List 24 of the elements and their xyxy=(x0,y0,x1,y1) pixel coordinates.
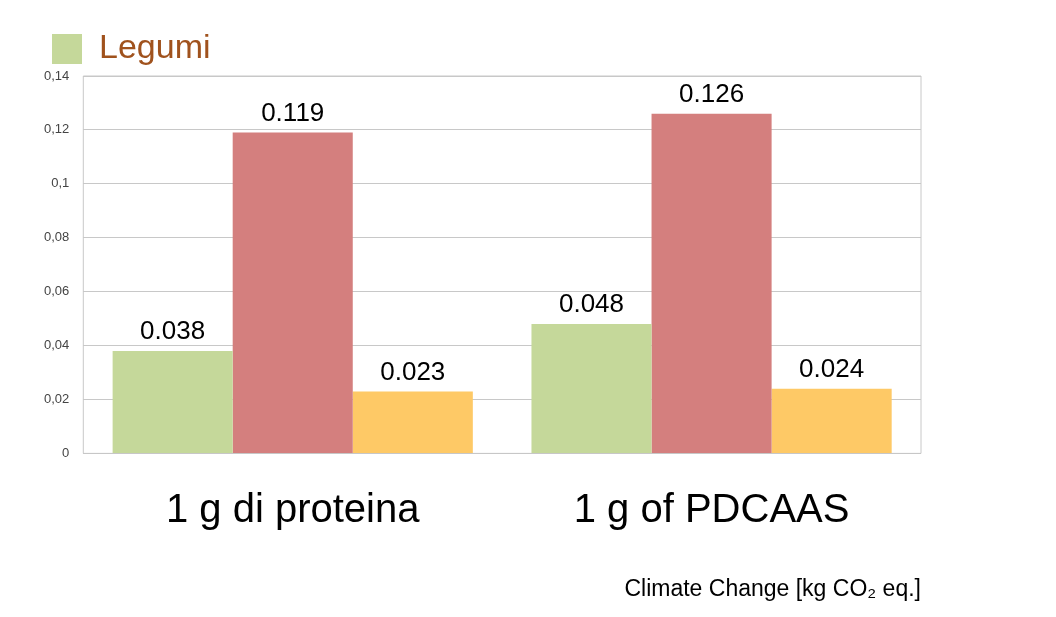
data-label: 0.023 xyxy=(380,355,446,386)
y-tick-label: 0,04 xyxy=(43,337,70,353)
x-axis-title: Climate Change [kg CO₂ eq.] xyxy=(624,574,921,601)
y-tick-label: 0,1 xyxy=(51,175,70,191)
y-tick-label: 0,14 xyxy=(43,67,70,83)
bar xyxy=(112,350,233,453)
x-tick-label: 1 g of PDCAAS xyxy=(573,486,850,531)
y-tick-label: 0 xyxy=(62,444,70,460)
bar xyxy=(771,388,892,453)
data-label: 0.119 xyxy=(261,96,325,127)
bar xyxy=(531,324,652,453)
y-tick-label: 0,12 xyxy=(43,121,70,137)
data-label: 0.126 xyxy=(679,77,745,108)
data-label: 0.024 xyxy=(799,352,865,383)
y-tick-label: 0,08 xyxy=(43,229,70,245)
bar xyxy=(352,391,473,453)
x-tick-label: 1 g di proteina xyxy=(165,486,421,531)
legend-label: Legumi xyxy=(99,27,211,66)
y-tick-label: 0,02 xyxy=(43,391,70,407)
bar xyxy=(651,113,772,453)
bar xyxy=(232,132,353,453)
y-tick-label: 0,06 xyxy=(43,283,70,299)
data-label: 0.048 xyxy=(558,288,625,319)
data-label: 0.038 xyxy=(140,315,206,346)
